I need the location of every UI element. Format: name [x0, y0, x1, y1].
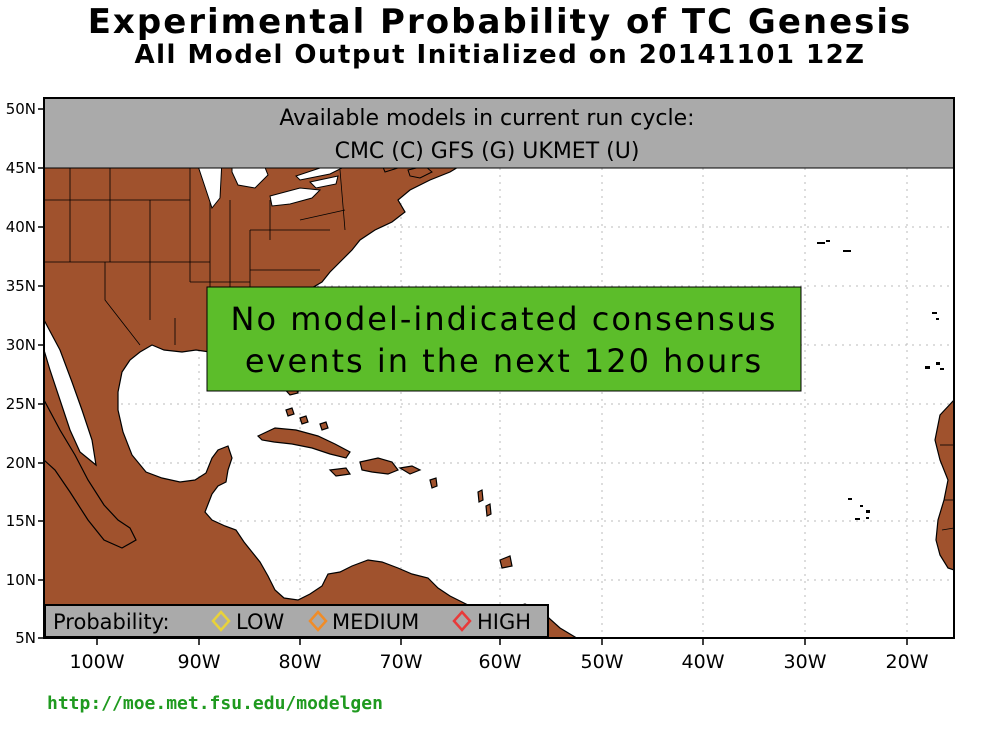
legend-medium-label: MEDIUM: [332, 610, 419, 634]
gulf-of-california: [44, 319, 97, 467]
longitude-axis: 100W 90W 80W 70W 60W 50W 40W 30W 20W: [69, 638, 929, 673]
legend-low-diamond-icon: [211, 610, 231, 632]
latitude-axis: 50N 45N 40N 35N 30N 25N 20N 15N 10N 5N: [6, 100, 44, 647]
map-subtitle: All Model Output Initialized on 20141101…: [134, 40, 866, 70]
map-title: Experimental Probability of TC Genesis: [87, 2, 913, 42]
lon-label: 90W: [178, 651, 221, 673]
map-frame: [43, 97, 955, 639]
lon-label: 50W: [581, 651, 624, 673]
lat-label: 45N: [6, 159, 36, 177]
models-box-line2: CMC (C) GFS (G) UKMET (U): [335, 139, 640, 164]
africa-borders: [940, 444, 954, 531]
lon-label: 20W: [886, 651, 929, 673]
lat-label: 30N: [6, 336, 36, 354]
legend-label: Probability:: [53, 610, 170, 634]
lon-label: 40W: [682, 651, 725, 673]
atlantic-islands: [817, 240, 944, 520]
lat-label: 15N: [6, 512, 36, 530]
lon-label: 80W: [279, 651, 322, 673]
legend-medium-diamond-icon: [308, 610, 328, 632]
lat-label: 20N: [6, 454, 36, 472]
legend-low-label: LOW: [236, 610, 284, 634]
lat-label: 35N: [6, 277, 36, 295]
consensus-message: No model-indicated consensus events in t…: [206, 286, 802, 392]
lat-label: 25N: [6, 395, 36, 413]
lat-label: 40N: [6, 218, 36, 236]
source-url-link[interactable]: http://moe.met.fsu.edu/modelgen: [47, 693, 383, 714]
lon-label: 70W: [380, 651, 423, 673]
lon-label: 100W: [69, 651, 124, 673]
lat-label: 5N: [15, 629, 36, 647]
message-line1: No model-indicated consensus: [231, 300, 778, 338]
lon-label: 30W: [784, 651, 827, 673]
great-lakes: [195, 159, 344, 210]
legend-high-label: HIGH: [477, 610, 531, 634]
caribbean-islands: [256, 407, 513, 569]
models-box-line1: Available models in current run cycle:: [279, 106, 694, 131]
models-box: Available models in current run cycle: C…: [43, 97, 955, 169]
lat-label: 50N: [6, 100, 36, 118]
lon-label: 60W: [479, 651, 522, 673]
lat-label: 10N: [6, 571, 36, 589]
message-line2: events in the next 120 hours: [245, 342, 763, 380]
legend-high-diamond-icon: [452, 610, 472, 632]
land-africa: [934, 399, 954, 571]
probability-legend: Probability: LOW MEDIUM HIGH: [44, 604, 549, 638]
